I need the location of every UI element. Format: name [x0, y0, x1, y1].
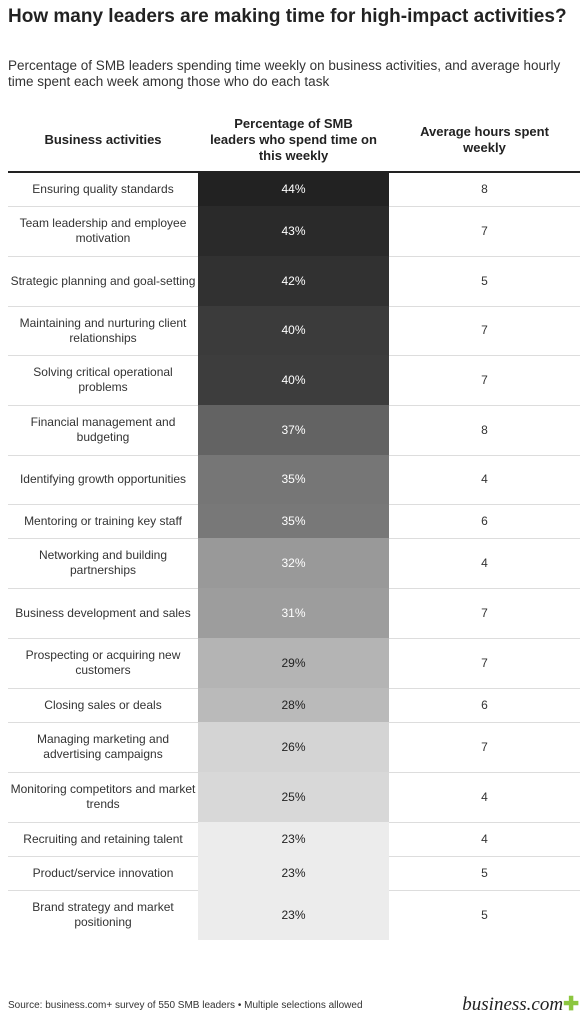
- column-header: Percentage of SMB leaders who spend time…: [210, 115, 377, 163]
- logo-text: business.com: [462, 994, 564, 1015]
- hours-cell: 7: [481, 323, 488, 337]
- source: Source: business.com+ survey of 550 SMB …: [8, 1000, 363, 1011]
- activity-cell: Solving critical operational problems: [33, 365, 173, 394]
- percent-cell: 25%: [198, 772, 389, 822]
- activity-cell: Networking and building partnerships: [38, 548, 168, 577]
- header-rule: [8, 171, 580, 173]
- activity-cell: Managing marketing and advertising campa…: [36, 732, 170, 761]
- percent-cell: 29%: [198, 638, 389, 688]
- hours-cell: 5: [481, 907, 488, 922]
- hours-cell: 5: [481, 865, 488, 880]
- column-header: Average hours spent weekly: [420, 123, 549, 155]
- activity-cell: Strategic planning and goal-setting: [10, 273, 196, 288]
- activity-cell: Identifying growth opportunities: [19, 472, 187, 486]
- title: How many leaders are making time for hig…: [8, 6, 567, 27]
- hours-cell: 7: [481, 605, 488, 620]
- percent-cell: 23%: [198, 890, 389, 940]
- activity-cell: Brand strategy and market positioning: [32, 900, 174, 929]
- activity-cell: Ensuring quality standards: [32, 181, 174, 196]
- hours-cell: 4: [481, 789, 488, 804]
- activity-cell: Closing sales or deals: [44, 697, 162, 712]
- subtitle: Percentage of SMB leaders spending time …: [8, 58, 561, 89]
- percent-cell: 35%: [198, 455, 389, 504]
- percent-cell: 26%: [198, 722, 389, 772]
- hours-cell: 6: [481, 697, 488, 712]
- percent-cell: 32%: [198, 538, 389, 588]
- activity-cell: Maintaining and nurturing client relatio…: [19, 315, 187, 345]
- hours-cell: 8: [481, 181, 488, 196]
- hours-cell: 4: [481, 555, 488, 570]
- percent-cell: 35%: [198, 504, 389, 538]
- column-header: Business activities: [44, 131, 162, 147]
- hours-cell: 7: [481, 223, 488, 238]
- activity-cell: Financial management and budgeting: [30, 415, 176, 444]
- activity-cell: Product/service innovation: [32, 865, 174, 880]
- logo: business.com✚: [462, 993, 579, 1016]
- hours-cell: 7: [481, 739, 488, 754]
- hours-cell: 4: [481, 831, 488, 846]
- percent-cell: 43%: [198, 206, 389, 256]
- logo-plus: ✚: [563, 994, 579, 1015]
- percent-cell: 42%: [198, 256, 389, 306]
- activity-cell: Monitoring competitors and market trends: [10, 782, 196, 811]
- activity-cell: Prospecting or acquiring new customers: [25, 648, 181, 677]
- percent-cell: 28%: [198, 688, 389, 722]
- activity-cell: Recruiting and retaining talent: [23, 831, 183, 846]
- hours-cell: 7: [481, 372, 488, 387]
- hours-cell: 7: [481, 655, 488, 670]
- percent-cell: 37%: [198, 405, 389, 455]
- hours-cell: 8: [481, 422, 488, 437]
- percent-cell: 31%: [198, 588, 389, 638]
- percent-cell: 44%: [198, 172, 389, 206]
- hours-cell: 4: [481, 472, 488, 486]
- percent-cell: 40%: [198, 355, 389, 405]
- hours-cell: 6: [481, 513, 488, 528]
- percent-cell: 40%: [198, 306, 389, 355]
- activity-cell: Mentoring or training key staff: [24, 513, 182, 528]
- percent-cell: 23%: [198, 856, 389, 890]
- hours-cell: 5: [481, 273, 488, 288]
- activity-cell: Business development and sales: [15, 605, 191, 620]
- percent-cell: 23%: [198, 822, 389, 856]
- activity-cell: Team leadership and employee motivation: [19, 216, 187, 245]
